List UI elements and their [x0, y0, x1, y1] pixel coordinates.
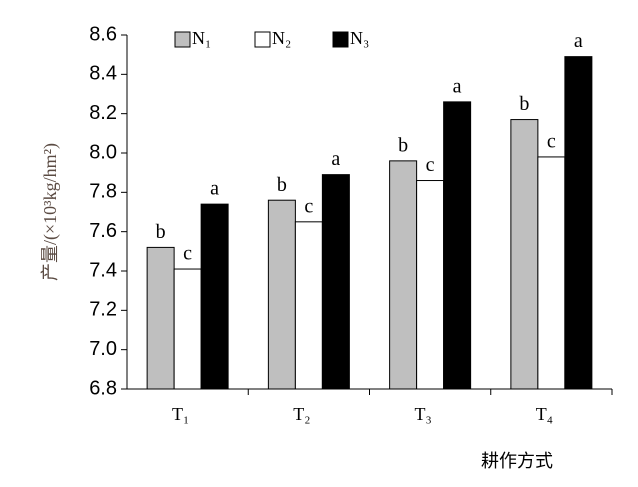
y-axis-label: 产量/(×10³kg/hm²): [40, 143, 61, 281]
bar-letter: b: [156, 221, 166, 243]
y-tick-label: 7.6: [89, 220, 117, 242]
x-tick-label: T₃: [414, 404, 431, 424]
bar-letter: b: [519, 93, 529, 115]
y-tick-label: 8.0: [89, 141, 117, 163]
legend-swatch: [332, 31, 349, 48]
bar: [537, 156, 566, 390]
bar-letter: a: [331, 148, 340, 170]
y-tick-label: 7.0: [89, 338, 117, 360]
bar-letter: c: [426, 154, 435, 176]
bar: [294, 221, 323, 390]
bar: [146, 246, 175, 390]
bar-letter: a: [574, 30, 583, 52]
bar-letter: a: [453, 75, 462, 97]
y-tick-label: 7.8: [89, 181, 117, 203]
x-tick-label: T₂: [293, 404, 310, 424]
bar: [389, 160, 418, 390]
legend-label: N₁: [192, 28, 211, 48]
bar: [200, 203, 229, 390]
x-tick-label: T₄: [536, 404, 553, 424]
bar: [173, 268, 202, 390]
y-tick-label: 8.6: [89, 23, 117, 45]
legend-swatch: [254, 31, 271, 48]
legend-swatch: [174, 31, 191, 48]
legend-label: N₃: [350, 28, 369, 48]
y-tick-label: 7.2: [89, 299, 117, 321]
bar: [416, 180, 445, 390]
x-axis-label: 耕作方式: [481, 451, 553, 471]
bar-letter: b: [277, 174, 287, 196]
bar-letter: c: [304, 195, 313, 217]
x-tick-label: T₁: [172, 404, 189, 424]
y-tick-label: 8.2: [89, 102, 117, 124]
legend-label: N₂: [272, 28, 291, 48]
bar: [564, 56, 593, 390]
y-tick-label: 7.4: [89, 259, 117, 281]
bar-letter: a: [210, 178, 219, 200]
y-tick-label: 6.8: [89, 377, 117, 399]
bar-letter: c: [183, 243, 192, 265]
bar: [510, 119, 539, 390]
bar-letter: c: [547, 131, 556, 153]
bar: [321, 174, 350, 390]
bar: [443, 101, 472, 390]
y-tick-label: 8.4: [89, 63, 117, 85]
bar-letter: b: [398, 134, 408, 156]
bar: [267, 199, 296, 390]
